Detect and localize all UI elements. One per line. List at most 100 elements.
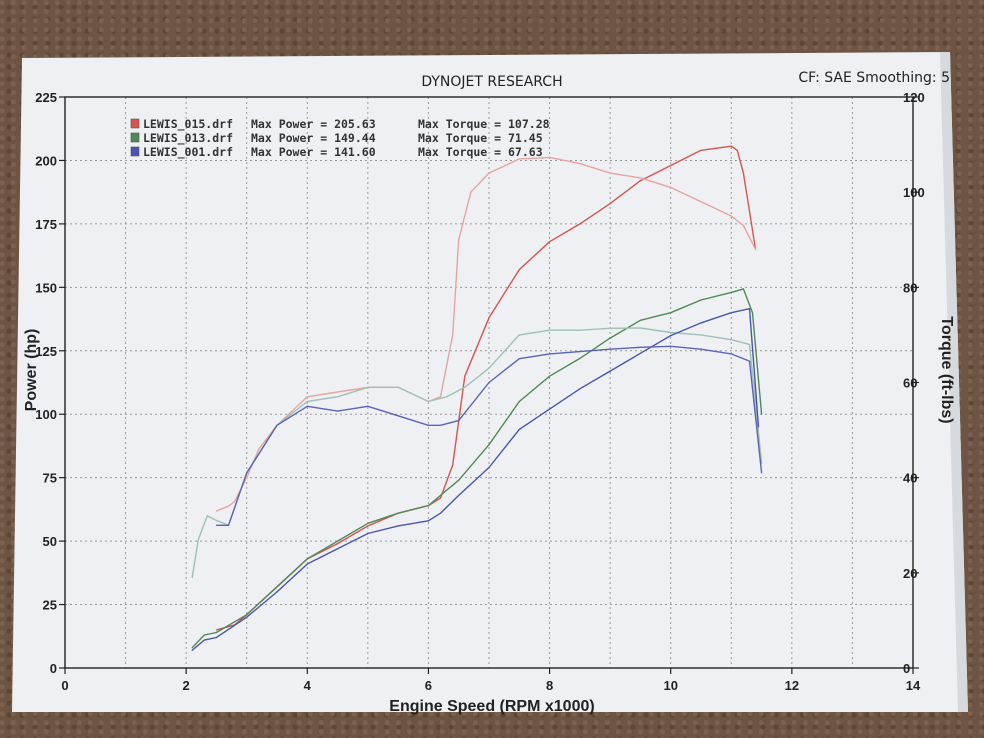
- legend-file: LEWIS_013.drf: [143, 131, 233, 146]
- data-point: [446, 396, 448, 398]
- data-point: [548, 353, 551, 355]
- data-point: [439, 424, 442, 426]
- data-point: [748, 360, 751, 362]
- data-point: [670, 331, 672, 334]
- data-point: [730, 291, 732, 294]
- y2-tick-label: 100: [903, 185, 925, 200]
- data-point: [579, 329, 581, 331]
- data-point: [452, 334, 454, 336]
- data-point: [276, 591, 278, 593]
- chart-header-right: CF: SAE Smoothing: 5: [798, 70, 950, 86]
- data-point: [191, 647, 193, 649]
- data-point: [336, 548, 339, 550]
- data-point: [742, 172, 745, 174]
- data-point: [736, 149, 738, 151]
- data-point: [548, 408, 551, 410]
- data-point: [470, 191, 472, 193]
- data-point: [488, 444, 490, 446]
- axes: 0 2 4 6 8 10 12 14 0 25 50 75 100 125 150 175 200 225 0 20 4…: [35, 90, 924, 693]
- data-point: [246, 616, 248, 618]
- y-tick-label: 50: [43, 534, 57, 549]
- y2-axis-label: Torque (ft-lbs): [938, 316, 955, 423]
- y-tick-label: 125: [35, 344, 57, 359]
- y-tick-label: 150: [35, 280, 57, 295]
- data-point: [548, 329, 551, 331]
- data-point: [639, 327, 642, 329]
- data-point: [458, 479, 460, 481]
- data-point: [227, 524, 230, 526]
- data-point: [518, 158, 520, 160]
- data-point: [742, 288, 745, 290]
- data-point: [458, 239, 460, 241]
- data-point: [730, 145, 732, 147]
- x-tick-label: 0: [61, 678, 68, 693]
- data-point: [397, 415, 399, 417]
- data-point: [427, 424, 430, 426]
- data-point: [439, 494, 442, 497]
- data-point: [639, 177, 642, 179]
- x-tick-label: 4: [304, 678, 312, 693]
- data-point: [246, 472, 248, 474]
- data-point: [670, 186, 672, 189]
- data-point: [306, 396, 308, 398]
- data-point: [730, 215, 732, 217]
- data-point: [336, 543, 339, 545]
- data-point: [306, 405, 308, 407]
- data-point: [215, 524, 218, 526]
- legend-max-torque: Max Torque = 67.63: [418, 145, 543, 159]
- data-point: [639, 346, 642, 348]
- data-point: [246, 477, 248, 479]
- data-point: [397, 386, 399, 388]
- data-point: [609, 172, 611, 174]
- y2-tick-label: 20: [903, 566, 917, 581]
- data-point: [730, 339, 732, 341]
- data-point: [518, 334, 520, 336]
- data-point: [751, 312, 754, 314]
- y-tick-label: 75: [43, 471, 57, 486]
- data-point: [548, 156, 551, 159]
- y-tick-label: 225: [35, 90, 57, 105]
- chart-title: DYNOJET RESEARCH: [421, 74, 562, 90]
- data-point: [427, 400, 430, 403]
- gridlines: [65, 97, 913, 668]
- data-point: [439, 512, 442, 514]
- data-point: [336, 540, 339, 542]
- data-point: [227, 505, 230, 507]
- data-point: [700, 348, 702, 350]
- data-point: [439, 497, 442, 499]
- data-point: [439, 396, 442, 398]
- data-point: [670, 164, 672, 167]
- data-point: [518, 428, 520, 431]
- data-point: [458, 419, 460, 422]
- y2-tick-label: 0: [903, 661, 910, 676]
- data-point: [234, 500, 236, 503]
- data-point: [258, 448, 260, 450]
- data-point: [367, 522, 369, 524]
- data-point: [367, 405, 369, 407]
- y-tick-label: 25: [43, 598, 57, 613]
- x-axis-label: Engine Speed (RPM x1000): [389, 698, 594, 715]
- data-point: [206, 515, 208, 517]
- data-point: [397, 512, 399, 514]
- data-point: [609, 202, 611, 205]
- y2-tick-label: 120: [903, 90, 925, 105]
- y-axis-label: Power (hp): [23, 329, 40, 412]
- data-point: [670, 345, 672, 347]
- data-point: [754, 248, 757, 250]
- data-point: [215, 631, 218, 634]
- data-point: [609, 327, 611, 329]
- data-point: [609, 348, 611, 350]
- data-point: [488, 466, 490, 469]
- series-lewis-015-drftorque: [216, 156, 757, 512]
- data-point: [203, 639, 205, 641]
- data-point: [276, 424, 278, 426]
- x-tick-label: 10: [663, 678, 677, 693]
- data-point: [215, 519, 218, 522]
- data-point: [748, 210, 751, 212]
- legend-file: LEWIS_015.drf: [143, 117, 233, 132]
- data-point: [670, 334, 672, 337]
- x-tick-label: 8: [546, 678, 553, 693]
- x-tick-label: 12: [785, 678, 799, 693]
- data-point: [427, 520, 430, 522]
